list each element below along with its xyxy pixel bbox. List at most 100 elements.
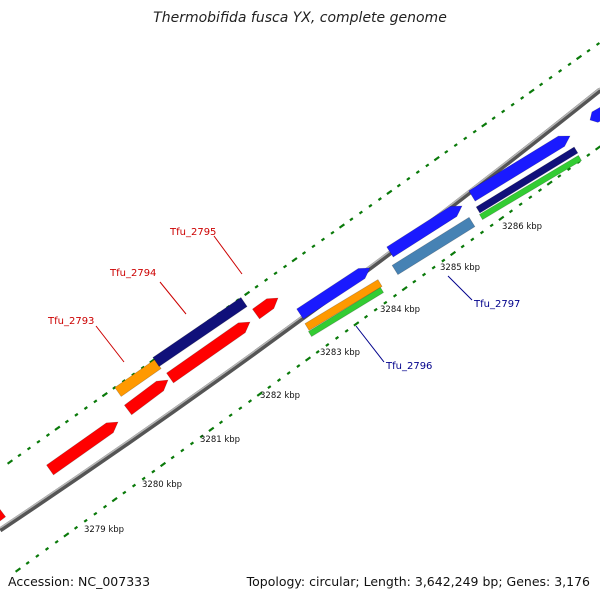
inner-tick-mark [180,448,185,453]
inner-tick-mark [304,356,312,362]
inner-tick-mark [460,244,465,249]
cds-feature-reverse[interactable] [0,507,7,523]
inner-tick-ring [14,145,600,573]
inner-tick-mark [479,230,485,235]
label-leader-line [355,325,385,363]
inner-tick-mark [334,335,340,340]
outer-tick-mark [558,69,563,73]
label-leader-line [213,235,243,275]
inner-tick-mark [228,413,233,418]
inner-tick-mark [431,265,436,270]
gene-feature-navy[interactable] [152,297,248,367]
cds-feature-forward[interactable] [386,205,463,258]
outer-tick-mark [444,149,449,154]
gene-feature-navy[interactable] [475,146,579,214]
inner-tick-mark [14,567,22,573]
inner-tick-mark [383,300,388,305]
inner-tick-mark [594,145,600,151]
inner-tick-mark [470,237,475,242]
inner-tick-mark [247,399,253,404]
outer-tick-mark [93,399,98,404]
inner-tick-mark [353,321,360,327]
outer-tick-mark [273,271,278,276]
scale-label: 3285 kbp [440,263,480,273]
cds-feature-forward[interactable] [296,267,371,320]
outer-tick-mark [386,189,393,195]
gene-label-tfu_2796[interactable]: Tfu_2796 [385,361,432,372]
outer-tick-mark [453,143,458,148]
gene-feature-steelblue[interactable] [391,216,476,276]
scale-label: 3283 kbp [320,348,360,358]
inner-tick-mark [286,371,291,375]
gene-label-layer: Tfu_2793 Tfu_2794 Tfu_2795 Tfu_2796 Tfu_2797 [47,227,520,372]
cds-feature-reverse[interactable] [166,321,251,384]
outer-tick-mark [338,223,345,229]
outer-tick-mark [320,237,326,242]
inner-tick-mark [131,483,137,488]
inner-tick-mark [528,195,533,200]
inner-tick-mark [54,539,59,544]
outer-tick-mark [311,244,316,249]
inner-tick-mark [44,546,50,551]
inner-tick-mark [102,504,108,509]
inner-tick-mark [73,525,79,530]
outer-tick-mark [510,102,515,107]
outer-tick-mark [121,379,126,384]
scale-label: 3280 kbp [142,480,182,490]
outer-tick-mark [472,129,477,134]
outer-tick-mark [463,136,468,141]
cds-feature-reverse[interactable] [252,297,279,320]
gene-feature-orange[interactable] [304,279,383,331]
outer-tick-mark [501,109,506,114]
outer-tick-mark [528,88,535,94]
cds-feature-reverse[interactable] [46,421,119,476]
gene-label-tfu_2797[interactable]: Tfu_2797 [473,299,520,310]
outer-tick-mark [54,425,61,431]
outer-tick-mark [244,290,251,297]
label-leader-line [447,275,473,301]
outer-tick-mark [140,365,145,370]
inner-tick-mark [489,223,494,228]
outer-tick-mark [415,170,420,175]
cds-feature-reverse[interactable] [123,379,169,416]
inner-tick-mark [373,307,378,312]
inner-tick-mark [83,518,88,523]
inner-tick-mark [199,434,204,439]
gene-label-tfu_2795[interactable]: Tfu_2795 [169,227,216,238]
inner-tick-mark [412,279,417,284]
inner-tick-mark [441,258,446,263]
scale-label: 3279 kbp [84,525,124,535]
inner-tick-mark [498,215,505,221]
inner-tick-mark [546,180,553,186]
outer-tick-mark [349,217,354,222]
inner-tick-mark [449,250,457,257]
gene-label-tfu_2793[interactable]: Tfu_2793 [47,316,94,327]
inner-tick-mark [159,461,167,468]
outer-tick-mark [330,230,335,235]
gene-feature-green[interactable] [308,287,384,337]
scale-label: 3281 kbp [200,435,240,445]
outer-tick-mark [291,257,298,263]
topology-summary-text: Topology: circular; Length: 3,642,249 bp… [246,574,590,589]
cds-feature-forward[interactable] [468,135,571,202]
outer-tick-mark [520,96,525,100]
outer-tick-mark [83,406,88,410]
gene-feature-green[interactable] [479,155,582,220]
outer-tick-mark [481,122,488,128]
outer-tick-mark [406,176,411,181]
outer-tick-mark [74,412,79,417]
inner-tick-mark [518,202,523,207]
inner-tick-mark [189,441,195,446]
cds-feature-forward[interactable] [589,107,600,123]
outer-tick-mark [548,75,553,80]
outer-tick-mark [264,278,269,282]
outer-tick-mark [101,391,108,398]
outer-tick-mark [36,439,41,444]
inner-tick-mark [122,490,127,495]
inner-tick-mark [392,293,398,298]
inner-tick-mark [151,469,156,474]
inner-tick-mark [586,153,591,157]
gene-label-tfu_2794[interactable]: Tfu_2794 [109,268,156,279]
outer-tick-mark [433,155,440,162]
inner-tick-mark [256,391,263,397]
